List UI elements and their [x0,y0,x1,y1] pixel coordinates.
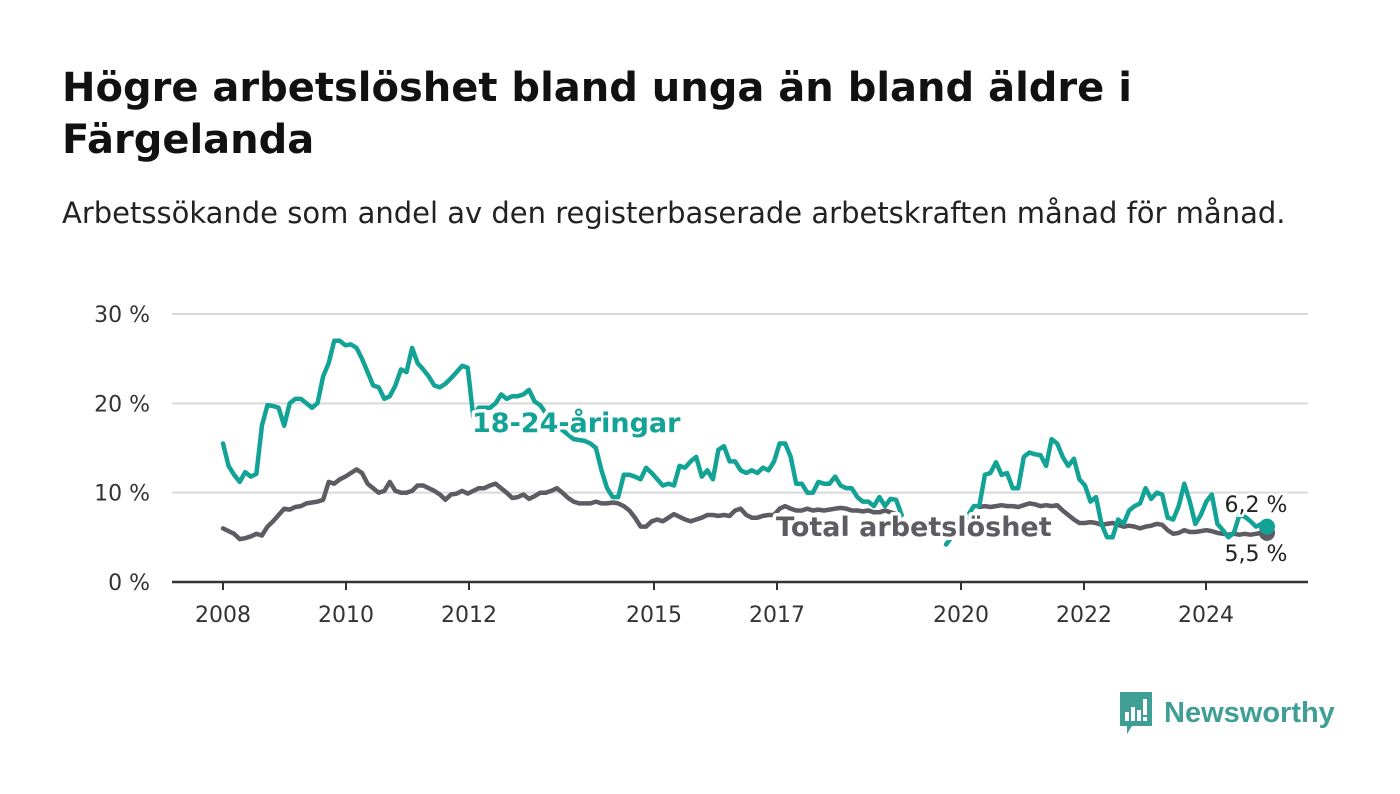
y-tick-label: 30 % [94,303,150,328]
x-tick-label: 2017 [749,603,805,628]
y-tick-label: 10 % [94,482,150,507]
x-tick-label: 2008 [195,603,251,628]
series-lines [220,338,1275,547]
bar-chart-speech-bubble-icon [1120,692,1152,734]
x-axis-ticks: 2008 2010 2012 2015 2017 2020 2022 2024 [195,582,1234,628]
series-line-total [977,501,1270,537]
end-label-youth: 6,2 % [1225,493,1288,518]
y-tick-label: 0 % [108,571,150,596]
x-tick-label: 2010 [318,603,374,628]
series-label-youth: 18-24-åringar [472,407,681,439]
chart-subtitle: Arbetssökande som andel av den registerb… [62,196,1286,230]
series-line-total [220,467,904,542]
x-tick-label: 2022 [1056,603,1112,628]
x-tick-label: 2012 [441,603,497,628]
series-labels: 18-24-åringar Total arbetslöshet 6,2 % 5,5 … [469,404,1290,570]
brand-name: Newsworthy [1164,696,1335,729]
chart-title: Högre arbetslöshet bland unga än bland ä… [62,65,1132,163]
x-tick-label: 2024 [1178,603,1234,628]
gridlines [172,313,1308,584]
y-tick-label: 20 % [94,392,150,417]
x-tick-label: 2015 [626,603,682,628]
end-label-total: 5,5 % [1225,542,1288,567]
series-end-point [1259,518,1275,535]
series-line-youth [220,338,904,518]
x-tick-label: 2020 [933,603,989,628]
newsworthy-logo[interactable]: Newsworthy [1118,690,1335,736]
y-axis-ticks: 0 % 10 % 20 % 30 % [94,303,150,596]
series-label-total: Total arbetslöshet [776,512,1052,543]
series-line-youth [943,436,1270,547]
